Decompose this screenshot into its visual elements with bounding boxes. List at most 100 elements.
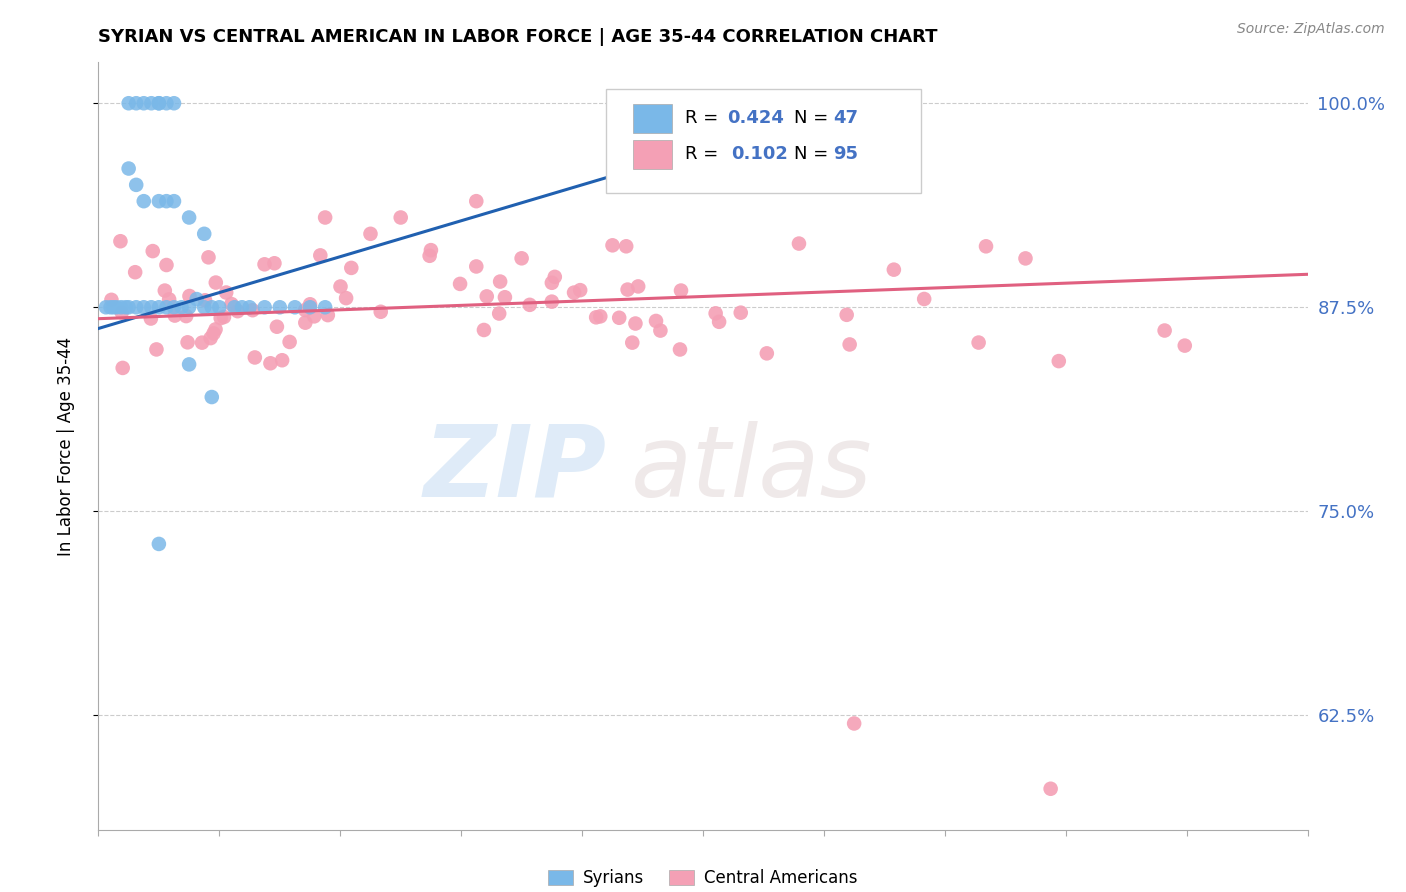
Point [157,293,180,307]
Point [163,194,186,209]
Point [125,96,148,111]
Point [883,262,905,277]
Point [645,314,668,328]
Point [197,250,219,264]
Point [179,300,201,314]
Point [145,343,167,357]
Point [540,276,562,290]
Point [624,317,647,331]
Point [967,335,990,350]
Point [125,178,148,192]
Point [294,303,316,318]
Point [465,194,488,209]
Point [370,305,392,319]
Point [124,265,146,279]
Text: 95: 95 [834,145,859,163]
Point [155,258,177,272]
Point [1047,354,1070,368]
Point [621,335,644,350]
Point [118,161,141,176]
Point [294,316,316,330]
Point [100,300,122,314]
Point [730,306,752,320]
Point [125,300,148,314]
Point [204,322,226,336]
Point [155,300,177,314]
Point [224,300,246,314]
Point [472,323,495,337]
Text: atlas: atlas [630,420,872,517]
Point [163,309,186,323]
Point [314,211,336,225]
Point [271,353,294,368]
Point [132,96,155,111]
Text: N =: N = [793,110,834,128]
Point [111,305,134,319]
Point [242,303,264,318]
Point [420,243,443,257]
Text: 47: 47 [834,110,859,128]
Point [1039,781,1062,796]
Point [602,238,624,252]
Point [179,211,201,225]
Text: 0.424: 0.424 [727,110,785,128]
Point [191,335,214,350]
Point [1014,252,1036,266]
Point [148,194,170,209]
Point [139,311,162,326]
Point [253,300,276,314]
Point [148,300,170,314]
Point [844,716,866,731]
Point [1174,338,1197,352]
Point [212,310,235,324]
Point [118,300,141,314]
Point [209,311,232,326]
Point [179,358,201,372]
Point [329,279,352,293]
Text: ZIP: ZIP [423,420,606,517]
Point [243,351,266,365]
FancyBboxPatch shape [633,103,672,133]
Point [309,248,332,262]
Point [569,283,592,297]
Point [142,244,165,258]
Point [118,96,141,111]
Point [449,277,471,291]
Point [103,300,125,314]
Point [148,96,170,111]
Point [707,315,730,329]
Point [226,304,249,318]
Point [299,297,322,311]
Point [94,300,117,314]
Point [488,306,510,320]
Text: R =: R = [685,110,724,128]
Point [278,334,301,349]
Point [1153,324,1175,338]
Point [201,390,224,404]
Point [170,300,193,314]
Text: SYRIAN VS CENTRAL AMERICAN IN LABOR FORCE | AGE 35-44 CORRELATION CHART: SYRIAN VS CENTRAL AMERICAN IN LABOR FORC… [98,28,938,45]
Point [314,300,336,314]
Point [141,300,163,314]
Point [253,257,276,271]
Point [259,356,281,370]
Point [838,337,860,351]
Point [974,239,997,253]
Point [179,289,201,303]
Point [132,300,155,314]
Point [475,289,498,303]
Point [669,284,692,298]
Point [494,290,516,304]
Point [155,194,177,209]
Point [544,269,567,284]
Point [284,300,307,314]
Point [562,285,585,300]
Point [111,360,134,375]
FancyBboxPatch shape [633,140,672,169]
Point [489,275,512,289]
Y-axis label: In Labor Force | Age 35-44: In Labor Force | Age 35-44 [56,336,75,556]
Point [221,297,243,311]
Point [835,308,858,322]
Point [302,310,325,324]
Point [844,145,866,160]
